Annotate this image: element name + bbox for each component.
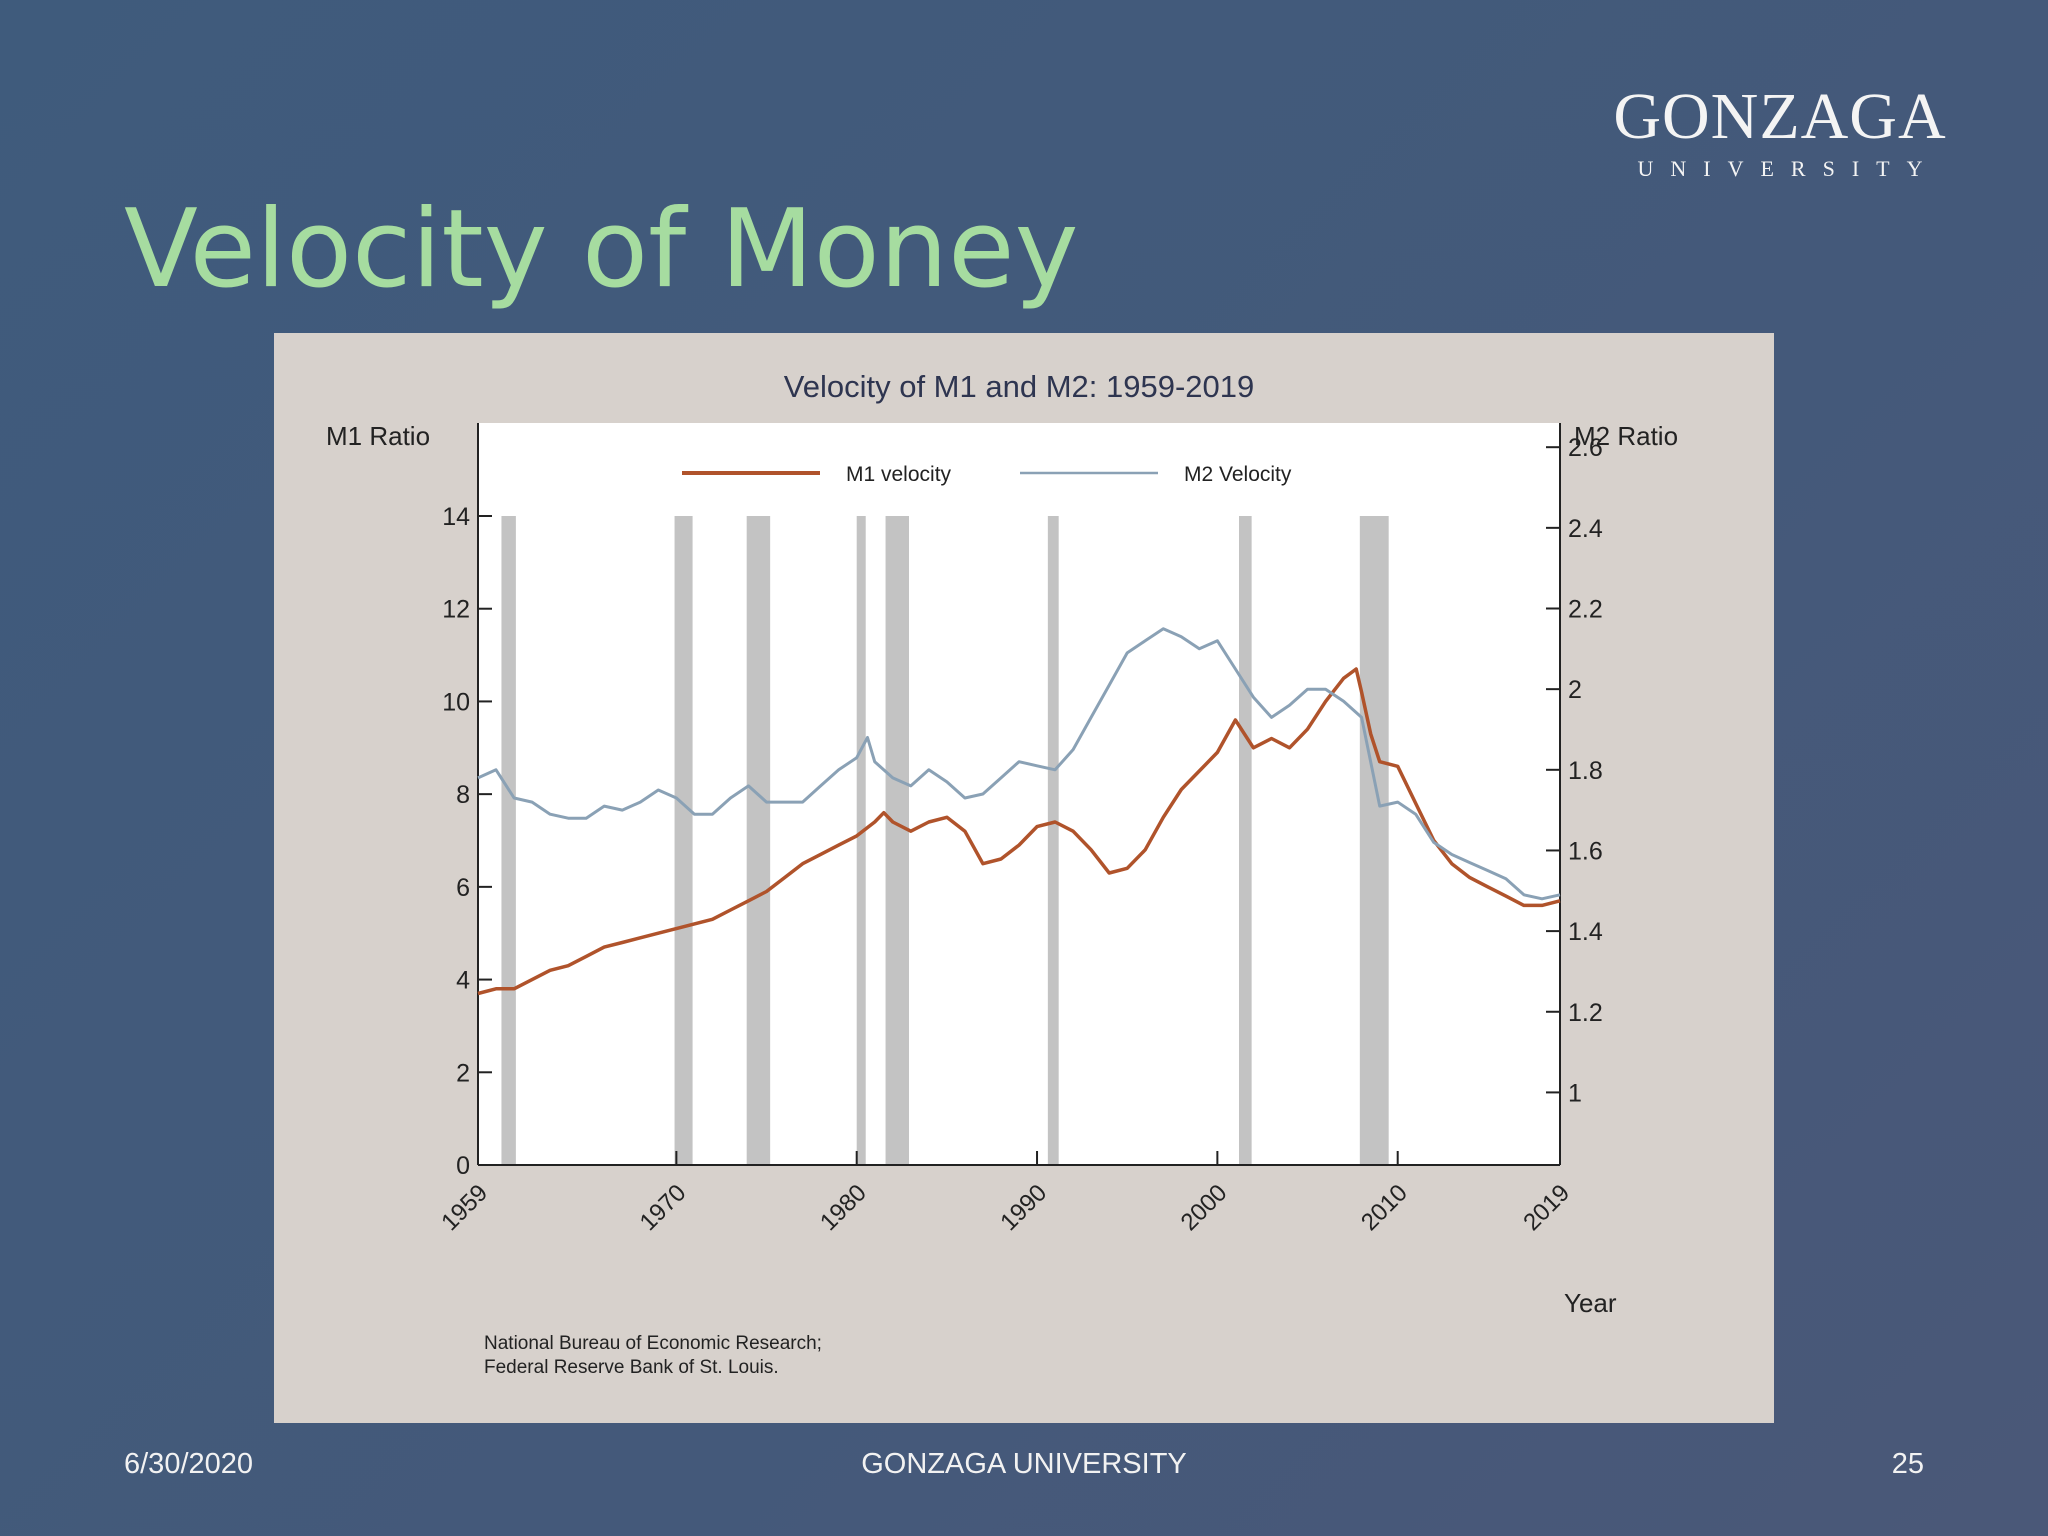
series-line-m1-velocity <box>477 667 1561 996</box>
footer-institution: GONZAGA UNIVERSITY <box>861 1448 1187 1480</box>
chart-panel: Velocity of M1 and M2: 1959-2019 M1 Rati… <box>274 333 1774 1423</box>
x-tick-label-1980: 1980 <box>815 1179 872 1236</box>
y-right-tick-label-2.6: 2.6 <box>1568 434 1603 462</box>
recession-band-6 <box>1239 516 1252 1165</box>
slide-title: Velocity of Money <box>124 187 1079 312</box>
recession-band-7 <box>1359 516 1389 1165</box>
recession-band-1 <box>674 516 693 1165</box>
x-tick-label-2000: 2000 <box>1176 1179 1233 1236</box>
legend-label-1: M2 Velocity <box>1184 463 1292 486</box>
y-axis-label-left: M1 Ratio <box>326 421 430 451</box>
recession-band-3 <box>856 516 866 1165</box>
recession-band-0 <box>501 516 516 1165</box>
recession-band-4 <box>885 516 909 1165</box>
x-tick-label-2010: 2010 <box>1356 1179 1413 1236</box>
x-tick-label-1990: 1990 <box>995 1179 1052 1236</box>
x-tick-label-1970: 1970 <box>635 1179 692 1236</box>
footer-page-number: 25 <box>1891 1448 1924 1480</box>
legend: M1 velocity M2 Velocity <box>666 438 1366 508</box>
logo-wordmark: GONZAGA <box>1613 80 1947 153</box>
y-right-tick-label-1: 1 <box>1568 1079 1582 1107</box>
footer-date: 6/30/2020 <box>124 1448 254 1480</box>
y-right-tick-label-1.8: 1.8 <box>1568 757 1603 785</box>
y-left-tick-label-12: 12 <box>442 596 470 624</box>
y-right-tick-label-1.2: 1.2 <box>1568 999 1603 1027</box>
y-axis-label-right: M2 Ratio <box>1574 421 1678 451</box>
y-left-tick-label-8: 8 <box>456 781 470 809</box>
y-right-tick-label-2.4: 2.4 <box>1568 515 1603 543</box>
velocity-chart: Velocity of M1 and M2: 1959-2019 M1 Rati… <box>326 369 1678 1378</box>
x-axis-label: Year <box>1564 1288 1617 1318</box>
recession-band-5 <box>1047 516 1059 1165</box>
x-tick-label-2019: 2019 <box>1518 1179 1575 1236</box>
recession-band-2 <box>746 516 771 1165</box>
y-left-tick-label-4: 4 <box>456 967 470 995</box>
y-right-tick-label-2: 2 <box>1568 676 1582 704</box>
chart-title: Velocity of M1 and M2: 1959-2019 <box>784 369 1254 404</box>
y-right-tick-label-1.4: 1.4 <box>1568 918 1603 946</box>
y-left-tick-label-10: 10 <box>442 688 470 716</box>
gonzaga-logo: GONZAGA UNIVERSITY <box>1600 84 1960 182</box>
y-right-tick-label-2.2: 2.2 <box>1568 596 1603 624</box>
y-left-tick-label-14: 14 <box>442 503 470 531</box>
y-left-tick-label-2: 2 <box>456 1059 470 1087</box>
plot-background <box>478 423 1560 1165</box>
source-line-1: National Bureau of Economic Research; <box>484 1333 822 1354</box>
series-line-m2-velocity <box>477 627 1561 901</box>
source-line-2: Federal Reserve Bank of St. Louis. <box>484 1357 779 1378</box>
x-tick-label-1959: 1959 <box>436 1179 493 1236</box>
legend-label-0: M1 velocity <box>846 463 952 486</box>
y-left-tick-label-6: 6 <box>456 874 470 902</box>
y-right-tick-label-1.6: 1.6 <box>1568 837 1603 865</box>
plot-area: 0 2 4 6 8 10 12 14 1 1.2 1.4 1.6 1.8 2 2.2 2.4 2.6 1959 19… <box>436 423 1603 1236</box>
y-left-tick-label-0: 0 <box>456 1152 470 1180</box>
logo-subtitle: UNIVERSITY <box>1637 156 1940 181</box>
